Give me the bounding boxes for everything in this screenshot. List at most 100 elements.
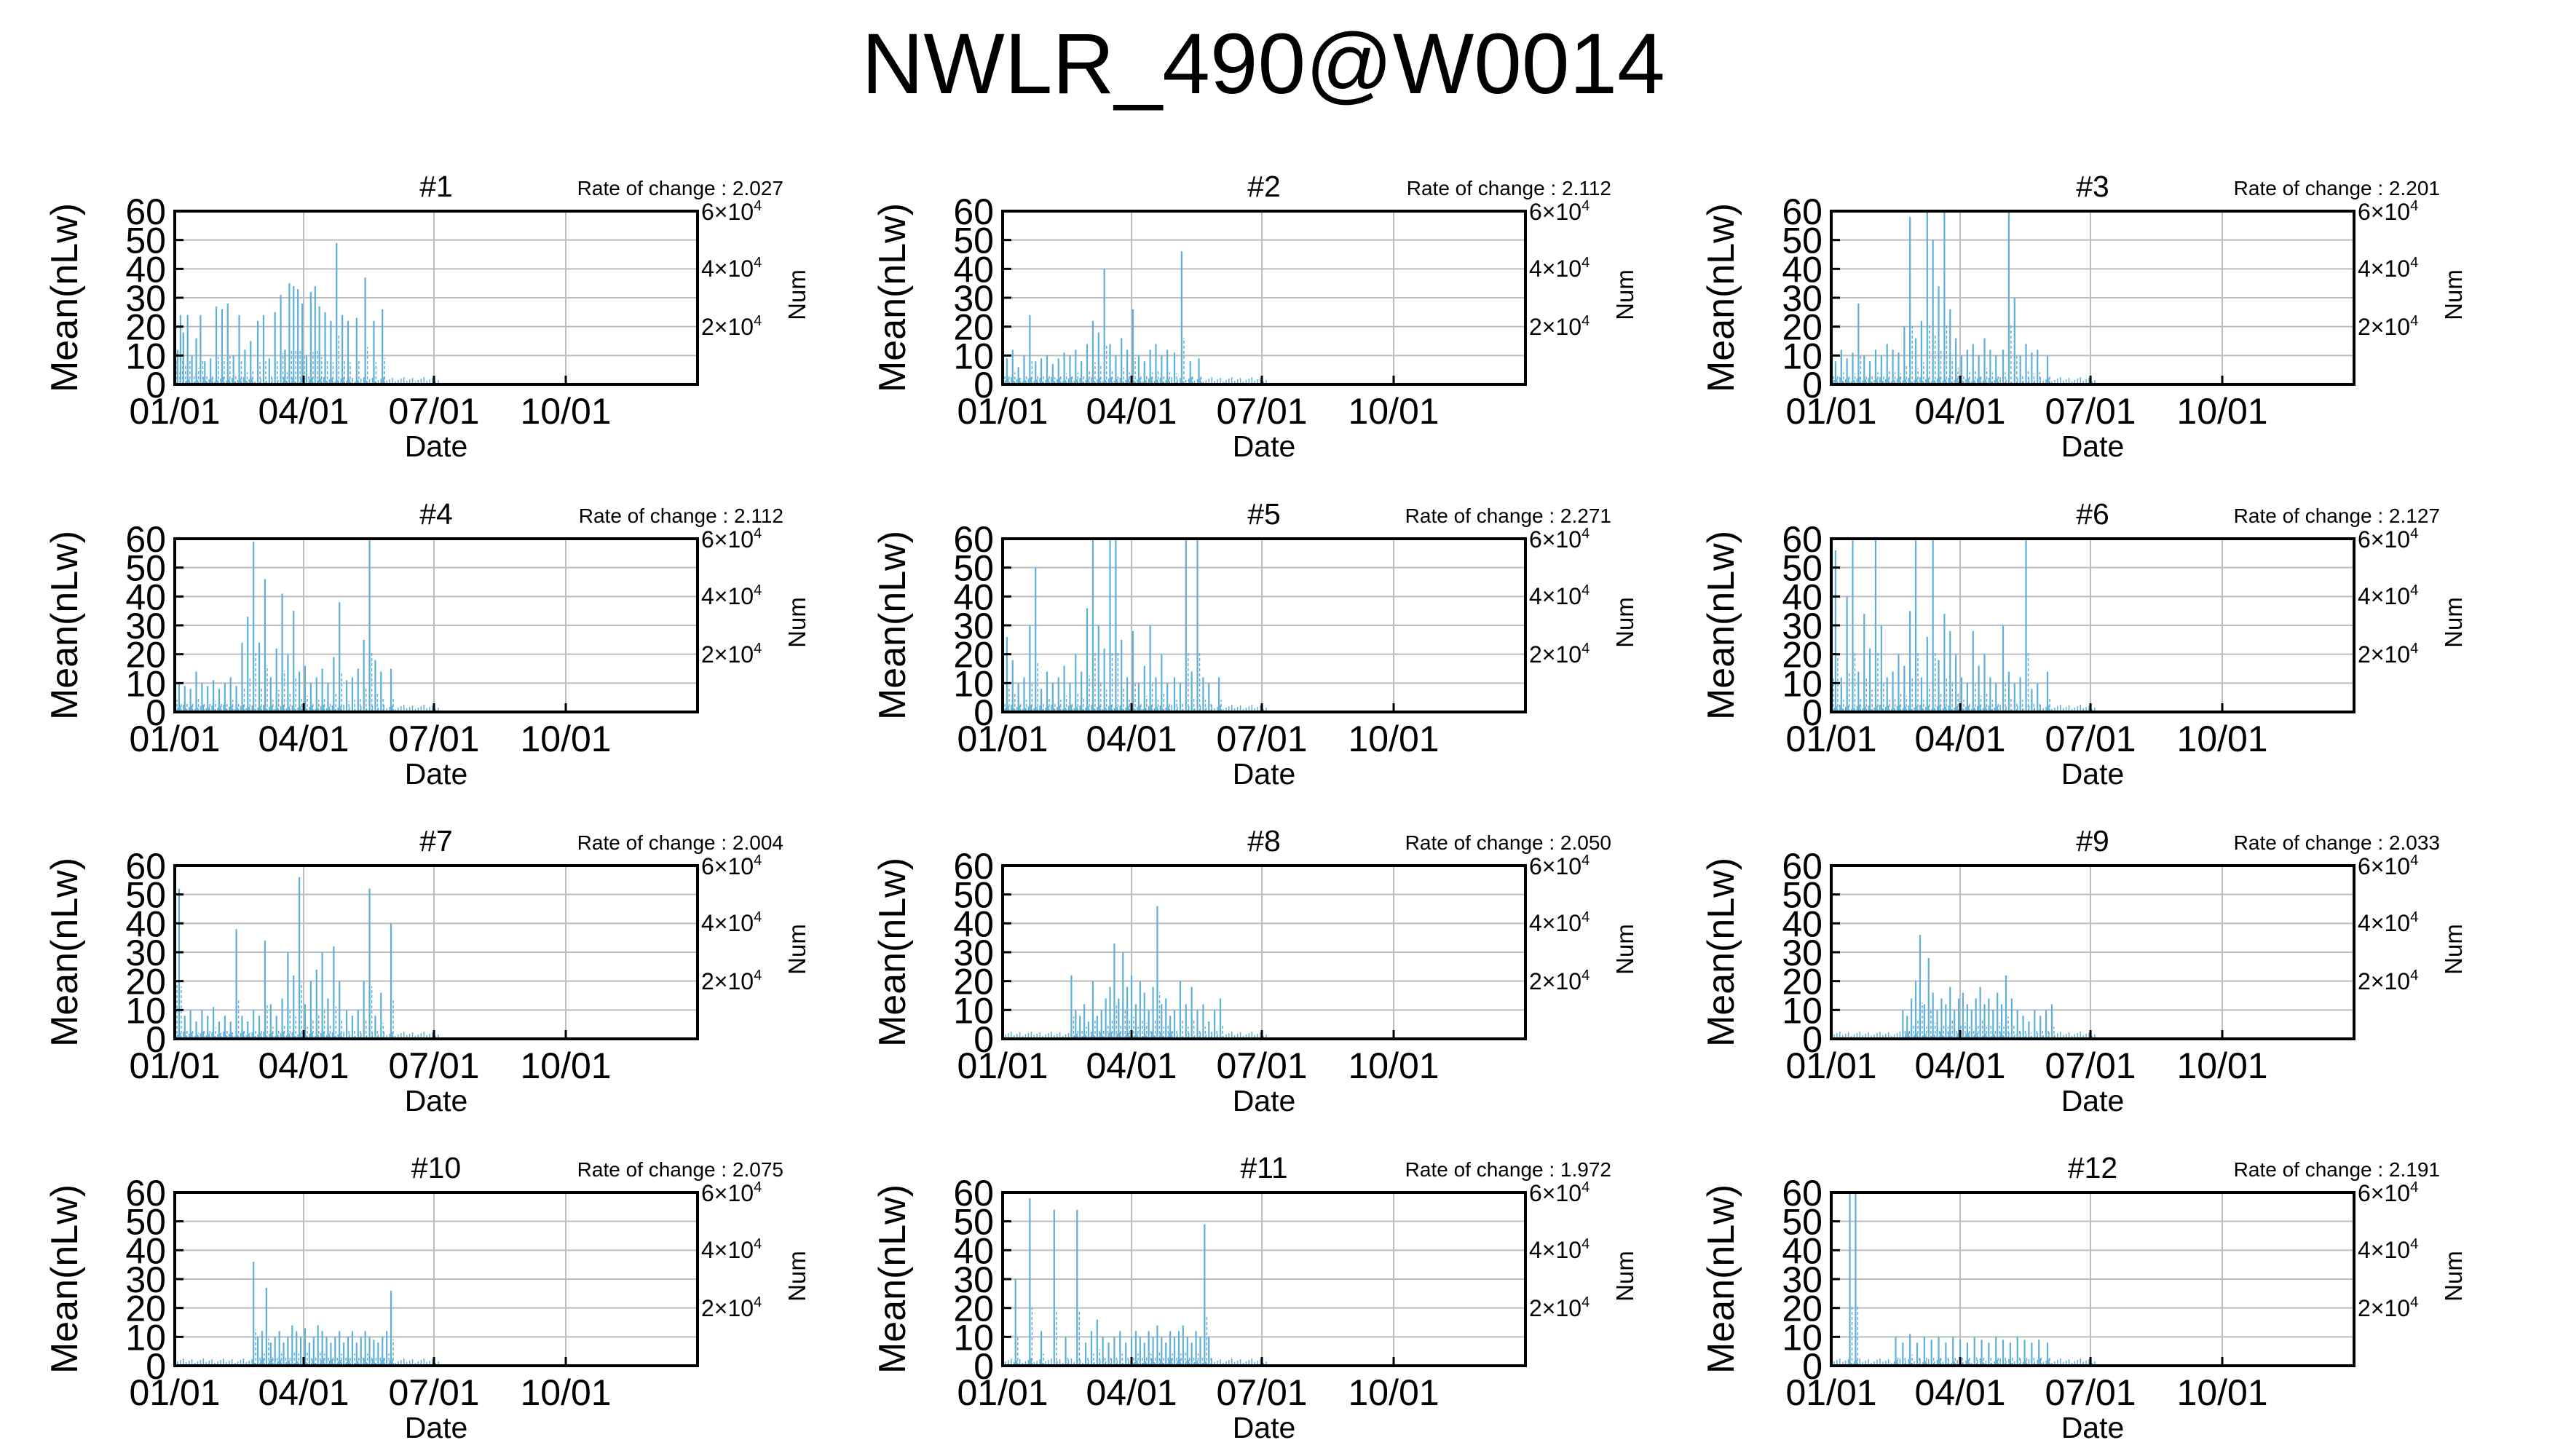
y2-tick-label: 6×104 — [2358, 526, 2418, 553]
x-tick-label: 04/01 — [1914, 1045, 2005, 1086]
panel-title: #2 — [1247, 170, 1281, 203]
rate-of-change-label: Rate of change : 2.050 — [1405, 831, 1611, 854]
x-axis-label: Date — [1233, 757, 1296, 791]
y-tick-label: 50 — [1782, 1202, 1823, 1243]
y2-tick-base: 6×10 — [2358, 1180, 2410, 1206]
y2-axis-label: Num — [783, 924, 810, 975]
x-tick-label: 10/01 — [1348, 391, 1439, 432]
x-tick-label: 04/01 — [1086, 1372, 1177, 1413]
x-tick-label: 07/01 — [2045, 1045, 2136, 1086]
y2-tick-label: 2×104 — [701, 641, 762, 668]
y2-tick-exponent: 4 — [2410, 313, 2418, 329]
y-axis-label: Mean(nLw) — [872, 203, 914, 392]
rate-of-change-label: Rate of change : 2.027 — [577, 177, 783, 199]
x-tick-label: 04/01 — [258, 719, 349, 759]
panel-title: #9 — [2076, 824, 2109, 858]
y2-tick-base: 4×10 — [1529, 583, 1581, 609]
y-tick-label: 0 — [146, 365, 166, 405]
y2-tick-label: 2×104 — [2358, 313, 2418, 340]
y-axis-label: Mean(nLw) — [1700, 203, 1742, 392]
y-tick-label: 20 — [1782, 307, 1823, 348]
y2-tick-base: 4×10 — [2358, 1237, 2410, 1263]
y2-tick-label: 4×104 — [701, 582, 762, 609]
rate-of-change-label: Rate of change : 2.191 — [2234, 1158, 2440, 1181]
y2-tick-exponent: 4 — [1581, 852, 1590, 869]
x-tick-label: 04/01 — [258, 391, 349, 432]
y2-tick-base: 4×10 — [1529, 1237, 1581, 1263]
y-tick-label: 50 — [953, 548, 994, 589]
y-axis-label: Mean(nLw) — [44, 531, 86, 720]
y2-tick-base: 4×10 — [701, 1237, 754, 1263]
x-tick-label: 01/01 — [1785, 391, 1876, 432]
y2-tick-exponent: 4 — [2410, 852, 2418, 869]
y-tick-label: 40 — [1782, 577, 1823, 617]
y2-tick-exponent: 4 — [754, 313, 762, 329]
y2-tick-base: 4×10 — [701, 256, 754, 282]
y-tick-label: 30 — [1782, 933, 1823, 973]
x-tick-label: 01/01 — [1785, 719, 1876, 759]
x-tick-label: 07/01 — [1216, 1045, 1307, 1086]
y-axis-label: Mean(nLw) — [1700, 1184, 1742, 1374]
y-tick-label: 0 — [974, 365, 994, 405]
y2-tick-label: 6×104 — [701, 526, 762, 553]
y2-tick-label: 2×104 — [2358, 1294, 2418, 1321]
y2-tick-exponent: 4 — [2410, 1294, 2418, 1310]
rate-of-change-label: Rate of change : 1.972 — [1405, 1158, 1611, 1181]
x-tick-label: 07/01 — [2045, 719, 2136, 759]
x-axis-label: Date — [405, 430, 468, 463]
y-tick-label: 10 — [953, 663, 994, 704]
y-axis-label: Mean(nLw) — [44, 1184, 86, 1374]
y2-tick-exponent: 4 — [1581, 255, 1590, 271]
y2-tick-label: 6×104 — [701, 1179, 762, 1206]
y-tick-label: 30 — [125, 278, 166, 319]
y-tick-label: 30 — [1782, 1259, 1823, 1300]
x-tick-label: 07/01 — [388, 719, 479, 759]
y-tick-label: 30 — [953, 1259, 994, 1300]
x-tick-label: 01/01 — [129, 719, 220, 759]
y-tick-label: 60 — [953, 1173, 994, 1214]
panel-title: #7 — [419, 824, 453, 858]
y2-tick-exponent: 4 — [1581, 1179, 1590, 1195]
x-tick-label: 07/01 — [388, 1045, 479, 1086]
y-tick-label: 50 — [1782, 221, 1823, 261]
x-tick-label: 07/01 — [2045, 391, 2136, 432]
x-tick-label: 04/01 — [1086, 719, 1177, 759]
x-tick-label: 10/01 — [520, 719, 611, 759]
y2-tick-label: 4×104 — [1529, 909, 1590, 936]
y2-tick-label: 6×104 — [2358, 852, 2418, 879]
x-tick-label: 04/01 — [1086, 1045, 1177, 1086]
y2-tick-label: 4×104 — [2358, 909, 2418, 936]
y-tick-label: 60 — [1782, 519, 1823, 560]
y2-tick-base: 4×10 — [701, 910, 754, 936]
y-tick-label: 50 — [953, 875, 994, 916]
y2-tick-exponent: 4 — [754, 909, 762, 925]
y-tick-label: 20 — [953, 1289, 994, 1329]
x-tick-label: 10/01 — [2176, 1045, 2267, 1086]
figure-title: NWLR_490@W0014 — [861, 16, 1665, 112]
y2-tick-exponent: 4 — [1581, 909, 1590, 925]
y-tick-label: 60 — [953, 191, 994, 232]
y-tick-label: 20 — [1782, 962, 1823, 1002]
x-tick-label: 01/01 — [129, 1372, 220, 1413]
y-tick-label: 20 — [125, 1289, 166, 1329]
x-axis-label: Date — [1233, 1411, 1296, 1444]
y2-tick-exponent: 4 — [1581, 1294, 1590, 1310]
y2-axis-label: Num — [783, 597, 810, 648]
x-tick-label: 01/01 — [957, 719, 1048, 759]
y-tick-label: 20 — [1782, 1289, 1823, 1329]
y2-tick-base: 2×10 — [701, 641, 754, 668]
y-tick-label: 30 — [125, 1259, 166, 1300]
y2-tick-base: 6×10 — [2358, 526, 2410, 553]
y2-tick-label: 6×104 — [701, 198, 762, 225]
y2-tick-exponent: 4 — [1581, 198, 1590, 214]
y2-tick-label: 2×104 — [2358, 968, 2418, 994]
y2-tick-exponent: 4 — [1581, 582, 1590, 598]
y2-axis-label: Num — [2440, 1251, 2467, 1302]
y2-tick-label: 2×104 — [1529, 968, 1590, 994]
y-tick-label: 40 — [125, 249, 166, 290]
x-tick-label: 10/01 — [2176, 719, 2267, 759]
y2-axis-label: Num — [1611, 924, 1638, 975]
